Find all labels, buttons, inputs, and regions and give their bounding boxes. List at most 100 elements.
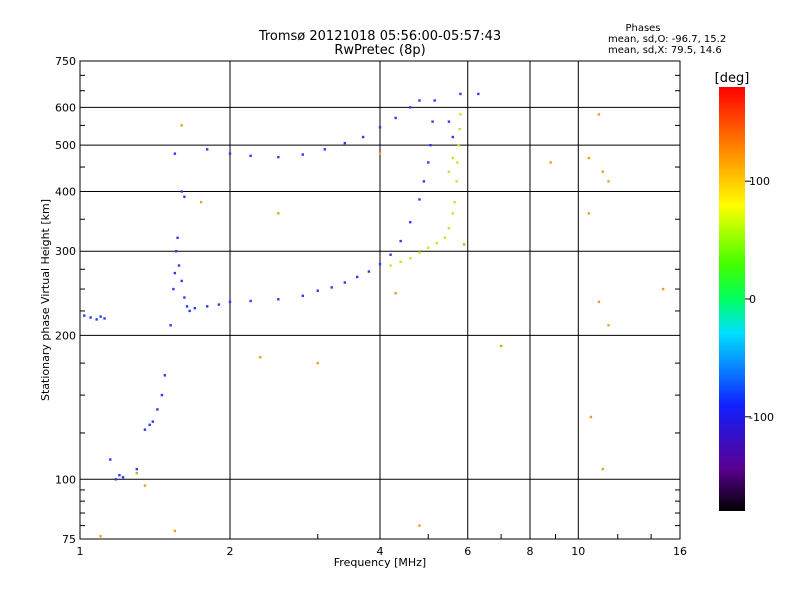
data-point xyxy=(249,299,252,303)
data-point xyxy=(163,374,167,377)
data-point xyxy=(199,200,203,204)
data-point xyxy=(422,180,426,183)
data-point xyxy=(95,318,98,321)
data-point xyxy=(409,221,412,224)
data-point xyxy=(180,124,183,127)
x-tick-label: 4 xyxy=(377,545,384,558)
x-tick-label: 6 xyxy=(464,545,471,558)
data-point xyxy=(99,315,102,318)
y-tick-label: 500 xyxy=(55,139,76,152)
data-point xyxy=(118,473,121,477)
chart-subtitle: RwPretec (8p) xyxy=(334,43,425,58)
data-point xyxy=(228,300,232,304)
data-point xyxy=(180,279,183,283)
axis-ticks: 1 2 4 6 8 10 16 75 100 200 300 400 500 600 750 xyxy=(55,55,687,558)
data-point xyxy=(433,99,436,102)
x-tick-label: 10 xyxy=(571,545,585,558)
data-point xyxy=(121,476,125,479)
data-point xyxy=(330,286,333,289)
data-point xyxy=(601,170,605,173)
colorbar xyxy=(719,87,745,511)
data-points xyxy=(83,92,665,538)
data-point xyxy=(447,170,451,173)
data-point xyxy=(188,309,191,313)
data-point xyxy=(183,195,186,198)
grid-lines xyxy=(79,60,681,540)
colorbar-label: [deg] xyxy=(715,71,750,86)
data-point xyxy=(607,324,610,327)
data-point xyxy=(135,467,138,471)
data-point xyxy=(451,212,455,215)
data-point xyxy=(183,296,186,299)
data-point xyxy=(378,126,382,129)
data-point xyxy=(443,236,447,240)
data-point xyxy=(173,529,177,533)
data-point xyxy=(316,361,319,365)
data-point xyxy=(277,298,280,301)
data-point xyxy=(399,239,402,243)
data-point xyxy=(601,467,605,471)
x-tick-label: 16 xyxy=(673,545,687,558)
data-point xyxy=(176,236,179,240)
data-point xyxy=(549,161,552,164)
data-point xyxy=(451,135,455,139)
data-point xyxy=(418,99,421,102)
data-point xyxy=(409,106,412,109)
data-point xyxy=(355,275,359,279)
data-point xyxy=(135,471,138,475)
y-axis-label: Stationary phase Virtual Height [km] xyxy=(39,199,52,401)
data-point xyxy=(160,393,164,397)
data-point xyxy=(180,190,183,193)
data-point xyxy=(114,478,118,481)
colorbar-tick-label: 100 xyxy=(749,175,770,188)
data-point xyxy=(205,148,209,151)
data-point xyxy=(217,303,221,306)
data-point xyxy=(455,180,458,183)
data-point xyxy=(459,92,462,96)
x-tick-label: 2 xyxy=(227,545,234,558)
data-point xyxy=(143,484,147,487)
plot-frame xyxy=(79,60,681,540)
data-point xyxy=(83,314,86,317)
data-point xyxy=(427,246,430,249)
colorbar-tick-label: -100 xyxy=(749,411,774,424)
data-point xyxy=(399,260,402,264)
data-point xyxy=(148,423,151,427)
data-point xyxy=(457,143,460,147)
data-point xyxy=(99,535,102,538)
data-point xyxy=(205,305,209,308)
data-point xyxy=(459,113,462,116)
data-point xyxy=(301,153,305,156)
y-tick-label: 100 xyxy=(55,473,76,486)
phases-mean-x: mean, sd,X: 79.5, 14.6 xyxy=(608,45,722,56)
data-point xyxy=(607,180,610,183)
data-point xyxy=(323,148,327,151)
data-point xyxy=(431,120,434,123)
data-point xyxy=(587,212,591,215)
data-point xyxy=(109,458,112,461)
y-tick-label: 750 xyxy=(55,55,76,68)
data-point xyxy=(367,270,371,273)
data-point xyxy=(301,294,305,298)
data-point xyxy=(156,408,159,411)
y-tick-label: 200 xyxy=(55,329,76,342)
data-point xyxy=(453,200,456,204)
data-point xyxy=(172,287,175,291)
chart-title: Tromsø 20121018 05:56:00-05:57:43 xyxy=(258,29,501,44)
data-point xyxy=(343,281,347,284)
data-point xyxy=(169,324,172,327)
data-point xyxy=(343,141,347,145)
data-point xyxy=(185,305,189,308)
data-point xyxy=(394,116,397,120)
data-point xyxy=(361,135,365,139)
data-point xyxy=(418,251,421,254)
data-point xyxy=(389,264,392,267)
data-point xyxy=(173,152,177,155)
y-tick-label: 400 xyxy=(55,185,76,198)
data-point xyxy=(173,271,177,275)
y-tick-label: 300 xyxy=(55,245,76,258)
data-point xyxy=(661,287,665,291)
data-point xyxy=(193,306,197,310)
data-point xyxy=(316,289,319,292)
